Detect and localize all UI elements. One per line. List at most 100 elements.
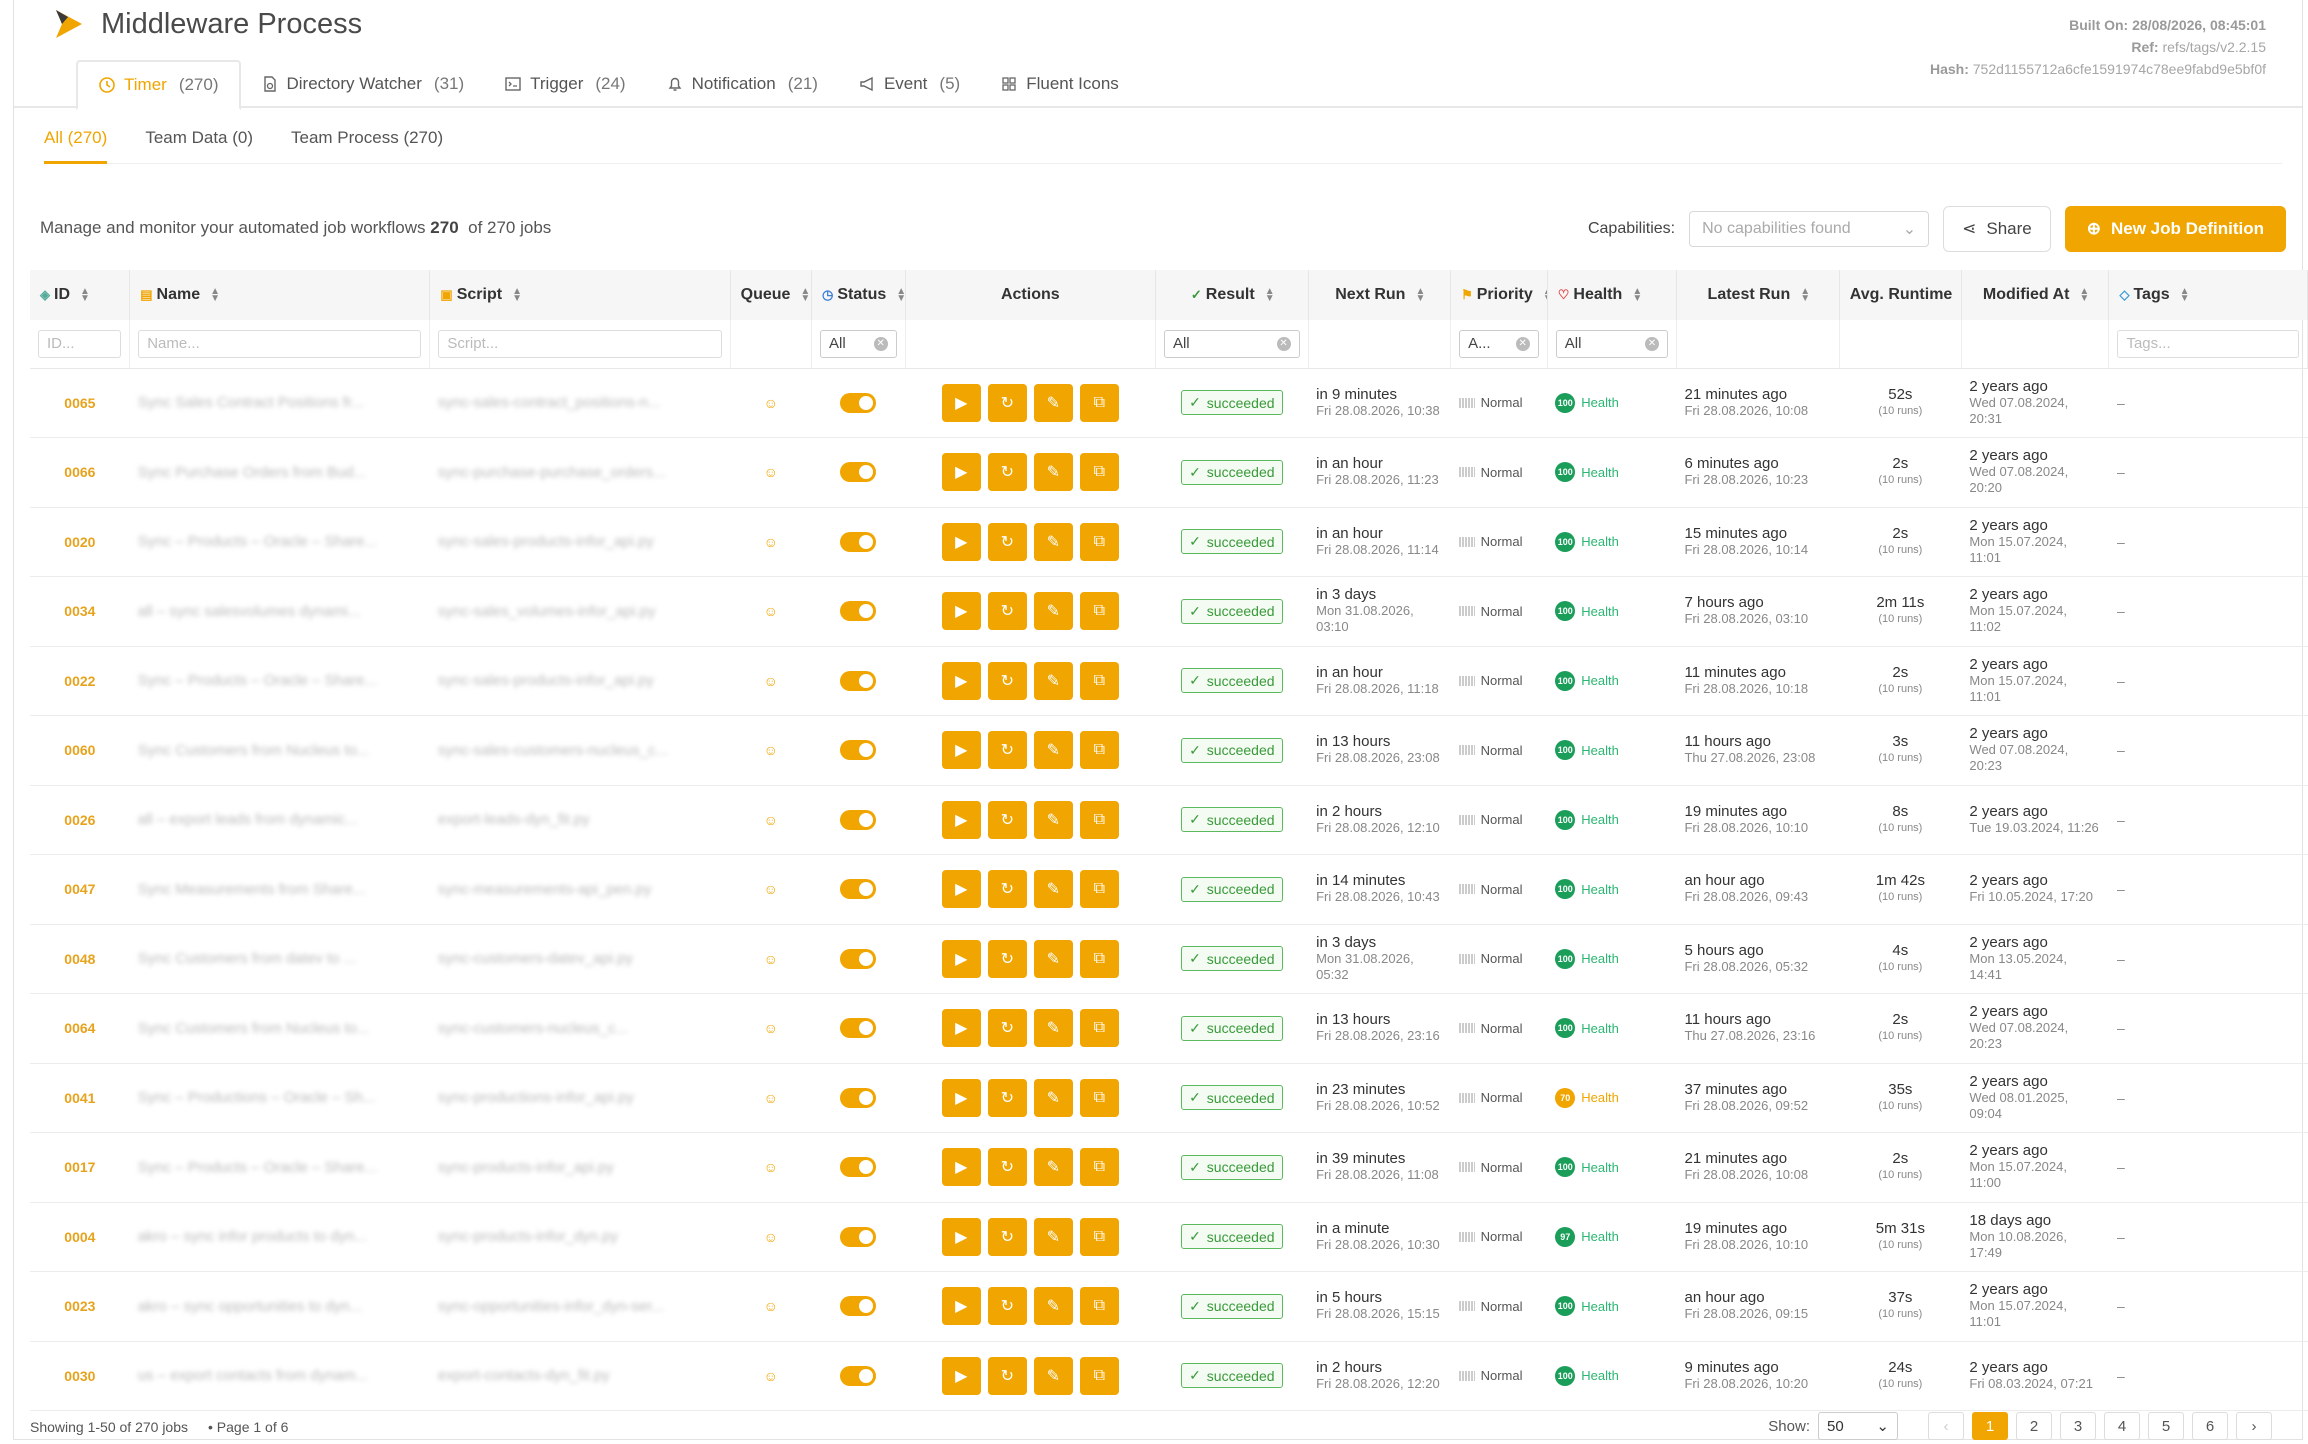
copy-button[interactable]: ⧉ bbox=[1079, 661, 1119, 700]
col-tags[interactable]: ◇ Tags ▲ ▼ bbox=[2108, 270, 2308, 320]
subtab-all[interactable]: All (270) bbox=[44, 110, 108, 164]
job-id[interactable]: 0066 bbox=[30, 437, 130, 508]
run-button[interactable]: ▶ bbox=[941, 592, 981, 631]
id-filter-input[interactable]: ID... bbox=[38, 329, 122, 358]
page-button-6[interactable]: 6 bbox=[2192, 1412, 2228, 1440]
page-button-4[interactable]: 4 bbox=[2104, 1412, 2140, 1440]
queue-user-icon[interactable]: ☺ bbox=[730, 1132, 812, 1203]
copy-button[interactable]: ⧉ bbox=[1079, 1287, 1119, 1326]
status-toggle[interactable] bbox=[840, 809, 877, 830]
history-button[interactable]: ↻ bbox=[987, 939, 1027, 978]
run-button[interactable]: ▶ bbox=[941, 1009, 981, 1048]
history-button[interactable]: ↻ bbox=[987, 1356, 1027, 1395]
status-toggle[interactable] bbox=[840, 1087, 877, 1108]
run-button[interactable]: ▶ bbox=[941, 1217, 981, 1256]
tab-directory-watcher[interactable]: Directory Watcher (31) bbox=[241, 60, 485, 108]
queue-user-icon[interactable]: ☺ bbox=[730, 1341, 812, 1411]
edit-button[interactable]: ✎ bbox=[1033, 661, 1073, 700]
job-id[interactable]: 0065 bbox=[30, 368, 130, 438]
run-button[interactable]: ▶ bbox=[941, 522, 981, 561]
run-button[interactable]: ▶ bbox=[941, 1148, 981, 1187]
queue-user-icon[interactable]: ☺ bbox=[730, 646, 812, 716]
status-toggle[interactable] bbox=[840, 1018, 877, 1039]
edit-button[interactable]: ✎ bbox=[1033, 1356, 1073, 1395]
table-row[interactable]: 0066 Sync Purchase Orders from Bud... sync… bbox=[30, 437, 2308, 508]
page-button-5[interactable]: 5 bbox=[2148, 1412, 2184, 1440]
edit-button[interactable]: ✎ bbox=[1033, 1217, 1073, 1256]
run-button[interactable]: ▶ bbox=[941, 453, 981, 492]
job-id[interactable]: 0004 bbox=[30, 1202, 130, 1272]
job-id[interactable]: 0034 bbox=[30, 576, 130, 647]
queue-user-icon[interactable]: ☺ bbox=[730, 1063, 812, 1133]
edit-button[interactable]: ✎ bbox=[1033, 1078, 1073, 1117]
edit-button[interactable]: ✎ bbox=[1033, 870, 1073, 909]
queue-user-icon[interactable]: ☺ bbox=[730, 368, 812, 438]
clear-icon[interactable]: ✕ bbox=[1276, 336, 1291, 351]
next-page-button[interactable]: › bbox=[2236, 1412, 2272, 1440]
job-id[interactable]: 0017 bbox=[30, 1132, 130, 1203]
job-id[interactable]: 0030 bbox=[30, 1341, 130, 1411]
copy-button[interactable]: ⧉ bbox=[1079, 383, 1119, 422]
copy-button[interactable]: ⧉ bbox=[1079, 1078, 1119, 1117]
run-button[interactable]: ▶ bbox=[941, 731, 981, 770]
job-id[interactable]: 0048 bbox=[30, 924, 130, 994]
clear-icon[interactable]: ✕ bbox=[1644, 336, 1659, 351]
queue-user-icon[interactable]: ☺ bbox=[730, 924, 812, 994]
script-filter-input[interactable]: Script... bbox=[438, 329, 722, 358]
capabilities-select[interactable]: No capabilities found ⌄ bbox=[1689, 211, 1930, 247]
queue-user-icon[interactable]: ☺ bbox=[730, 785, 812, 855]
run-button[interactable]: ▶ bbox=[941, 1287, 981, 1326]
table-row[interactable]: 0041 Sync – Productions – Oracle – Sh... s… bbox=[30, 1063, 2308, 1133]
new-job-definition-button[interactable]: ⊕ New Job Definition bbox=[2064, 206, 2286, 252]
history-button[interactable]: ↻ bbox=[987, 661, 1027, 700]
col-script[interactable]: ▣ Script ▲ ▼ bbox=[429, 270, 731, 320]
clear-icon[interactable]: ✕ bbox=[1515, 336, 1530, 351]
status-toggle[interactable] bbox=[840, 1157, 877, 1178]
name-filter-input[interactable]: Name... bbox=[138, 329, 422, 358]
job-id[interactable]: 0041 bbox=[30, 1063, 130, 1133]
col-next-run[interactable]: Next Run ▲ ▼ bbox=[1308, 270, 1452, 320]
history-button[interactable]: ↻ bbox=[987, 1287, 1027, 1326]
queue-user-icon[interactable]: ☺ bbox=[730, 437, 812, 508]
edit-button[interactable]: ✎ bbox=[1033, 939, 1073, 978]
history-button[interactable]: ↻ bbox=[987, 870, 1027, 909]
job-id[interactable]: 0026 bbox=[30, 785, 130, 855]
status-toggle[interactable] bbox=[840, 462, 877, 483]
run-button[interactable]: ▶ bbox=[941, 383, 981, 422]
page-button-2[interactable]: 2 bbox=[2016, 1412, 2052, 1440]
copy-button[interactable]: ⧉ bbox=[1079, 731, 1119, 770]
result-filter-select[interactable]: All ✕ bbox=[1163, 329, 1300, 358]
table-row[interactable]: 0048 Sync Customers from datev to ... sync… bbox=[30, 924, 2308, 994]
run-button[interactable]: ▶ bbox=[941, 1356, 981, 1395]
queue-user-icon[interactable]: ☺ bbox=[730, 993, 812, 1064]
queue-user-icon[interactable]: ☺ bbox=[730, 576, 812, 647]
tab-timer[interactable]: Timer (270) bbox=[76, 60, 241, 110]
queue-user-icon[interactable]: ☺ bbox=[730, 1271, 812, 1342]
col-avg-runtime[interactable]: Avg. Runtime▲▼ bbox=[1839, 270, 1962, 320]
page-button-1[interactable]: 1 bbox=[1972, 1412, 2008, 1440]
history-button[interactable]: ↻ bbox=[987, 731, 1027, 770]
queue-user-icon[interactable]: ☺ bbox=[730, 1202, 812, 1272]
tab-notification[interactable]: Notification (21) bbox=[646, 60, 838, 108]
history-button[interactable]: ↻ bbox=[987, 1148, 1027, 1187]
col-health[interactable]: ♡ Health ▲ ▼ bbox=[1547, 270, 1677, 320]
tab-fluent-icons[interactable]: Fluent Icons bbox=[980, 60, 1139, 108]
col-queue[interactable]: Queue ▲ ▼ bbox=[730, 270, 813, 320]
tab-trigger[interactable]: Trigger (24) bbox=[484, 60, 645, 108]
col-latest-run[interactable]: Latest Run ▲ ▼ bbox=[1676, 270, 1840, 320]
edit-button[interactable]: ✎ bbox=[1033, 731, 1073, 770]
col-status[interactable]: ◷Status ▲▼ bbox=[811, 270, 906, 320]
history-button[interactable]: ↻ bbox=[987, 1078, 1027, 1117]
table-row[interactable]: 0065 Sync Sales Contract Positions fr... s… bbox=[30, 368, 2308, 438]
history-button[interactable]: ↻ bbox=[987, 1217, 1027, 1256]
status-filter-select[interactable]: All ✕ bbox=[820, 329, 897, 358]
table-row[interactable]: 0034 all – sync salesvolumes dynami... syn… bbox=[30, 576, 2308, 647]
copy-button[interactable]: ⧉ bbox=[1079, 939, 1119, 978]
status-toggle[interactable] bbox=[840, 1296, 877, 1317]
status-toggle[interactable] bbox=[840, 740, 877, 761]
job-id[interactable]: 0022 bbox=[30, 646, 130, 716]
page-size-select[interactable]: 50 ⌄ bbox=[1818, 1412, 1898, 1440]
edit-button[interactable]: ✎ bbox=[1033, 592, 1073, 631]
copy-button[interactable]: ⧉ bbox=[1079, 1148, 1119, 1187]
queue-user-icon[interactable]: ☺ bbox=[730, 715, 812, 786]
